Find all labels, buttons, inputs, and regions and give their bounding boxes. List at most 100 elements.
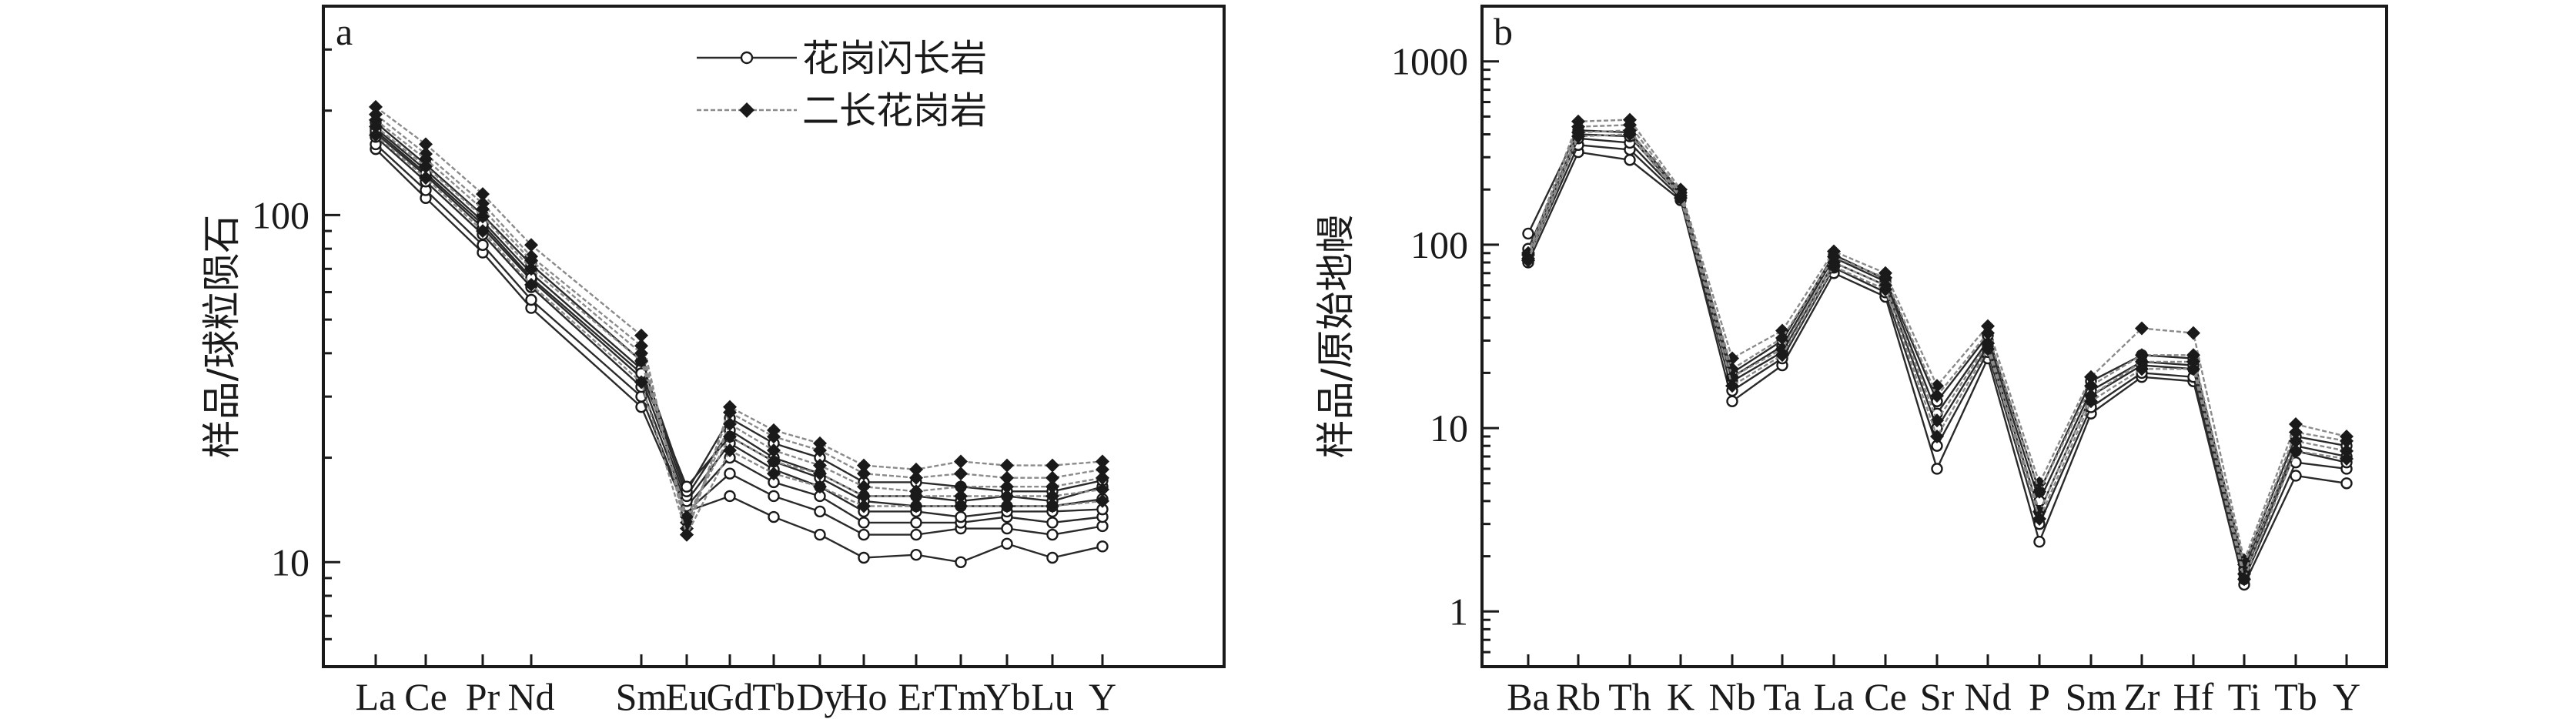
data-point-circle bbox=[910, 549, 922, 561]
data-point-diamond bbox=[1878, 283, 1892, 297]
data-point-circle bbox=[525, 293, 537, 306]
data-point-diamond bbox=[1096, 482, 1109, 497]
data-point-diamond bbox=[1045, 470, 1059, 485]
legend-label-granodiorite: 花岗闪长岩 bbox=[802, 37, 987, 80]
data-point-diamond bbox=[1930, 379, 1944, 393]
y-tick-label: 100 bbox=[252, 193, 309, 236]
data-point-diamond bbox=[476, 187, 490, 202]
series-granodiorite-0 bbox=[1522, 145, 2353, 591]
data-point-diamond bbox=[680, 527, 694, 542]
data-point-diamond bbox=[813, 443, 827, 458]
data-point-diamond bbox=[1096, 454, 1109, 469]
data-point-diamond bbox=[524, 277, 538, 292]
y-tick-label: 10 bbox=[271, 540, 309, 584]
x-tick-label: Tb bbox=[2274, 675, 2317, 718]
data-point-circle bbox=[1726, 395, 1738, 407]
data-point-diamond bbox=[857, 458, 871, 473]
data-point-diamond bbox=[813, 436, 827, 450]
series-monzogranite-10 bbox=[369, 119, 1109, 524]
series-line bbox=[1527, 144, 2347, 583]
data-point-diamond bbox=[419, 152, 433, 166]
data-point-diamond bbox=[909, 499, 923, 513]
data-point-diamond bbox=[767, 454, 781, 469]
data-point-diamond bbox=[909, 462, 923, 477]
data-point-diamond bbox=[2289, 443, 2303, 458]
data-point-circle bbox=[910, 528, 922, 541]
data-point-diamond bbox=[1000, 458, 1014, 473]
data-point-circle bbox=[2033, 536, 2046, 548]
data-point-diamond bbox=[857, 480, 871, 494]
x-tick-label: Ce bbox=[404, 675, 447, 718]
data-point-diamond bbox=[1045, 458, 1059, 473]
data-point-diamond bbox=[2135, 362, 2149, 376]
legend-label-monzogranite: 二长花岗岩 bbox=[802, 89, 987, 132]
series-monzogranite-8 bbox=[369, 107, 1109, 536]
data-point-diamond bbox=[857, 467, 871, 481]
data-point-diamond bbox=[1096, 493, 1109, 508]
x-tick-label: Pr bbox=[466, 675, 500, 718]
data-point-diamond bbox=[954, 467, 968, 481]
data-point-diamond bbox=[1000, 480, 1014, 494]
data-point-diamond bbox=[419, 171, 433, 186]
x-tick-label: Ho bbox=[840, 675, 887, 718]
data-point-circle bbox=[681, 480, 693, 493]
data-point-diamond bbox=[813, 467, 827, 481]
data-point-diamond bbox=[2084, 370, 2098, 384]
x-tick-label: Eu bbox=[665, 675, 708, 718]
data-point-circle bbox=[955, 556, 967, 568]
data-point-diamond bbox=[476, 224, 490, 239]
data-point-circle bbox=[814, 528, 826, 541]
data-point-diamond bbox=[857, 499, 871, 513]
data-point-circle bbox=[768, 510, 780, 523]
series-line bbox=[1527, 129, 2347, 577]
spider-diagram-chart: b 样品/原始地幔 1 10 100 1000 Ba Rb Th K Nb Ta La Ce Sr Nd… bbox=[1313, 5, 2388, 718]
data-point-circle bbox=[1046, 528, 1059, 541]
data-point-diamond bbox=[1045, 480, 1059, 494]
data-point-diamond bbox=[634, 375, 648, 390]
data-point-diamond bbox=[2186, 354, 2200, 369]
series-granodiorite-6 bbox=[370, 125, 1109, 513]
data-point-diamond bbox=[954, 499, 968, 513]
plot-frame bbox=[1480, 5, 2388, 668]
data-point-diamond bbox=[2340, 443, 2354, 458]
data-point-diamond bbox=[2084, 379, 2098, 393]
data-point-circle bbox=[768, 490, 780, 503]
panel-label: b bbox=[1494, 10, 1513, 53]
data-point-diamond bbox=[723, 430, 737, 444]
series-line bbox=[1527, 151, 2347, 588]
data-point-diamond bbox=[723, 405, 737, 420]
data-point-circle bbox=[1001, 522, 1013, 535]
data-point-diamond bbox=[1521, 253, 1535, 268]
data-point-diamond bbox=[767, 430, 781, 444]
series-group bbox=[1521, 112, 2354, 591]
data-point-diamond bbox=[2340, 451, 2354, 466]
y-tick-label: 100 bbox=[1410, 223, 1468, 266]
data-point-circle bbox=[1522, 227, 1534, 240]
data-point-diamond bbox=[1725, 379, 1739, 393]
series-monzogranite-11 bbox=[369, 128, 1109, 542]
panel-label: a bbox=[336, 10, 353, 53]
series-line bbox=[1527, 137, 2347, 577]
data-point-diamond bbox=[909, 489, 923, 503]
data-point-diamond bbox=[1571, 129, 1585, 144]
data-point-diamond bbox=[2340, 433, 2354, 448]
data-point-diamond bbox=[2135, 321, 2149, 336]
series-line bbox=[375, 125, 1103, 520]
x-axis-category-labels: Ba Rb Th K Nb Ta La Ce Sr Nd P Sm Zr Hf Ti Tb Y bbox=[1507, 654, 2360, 718]
data-point-diamond bbox=[2289, 425, 2303, 440]
data-point-diamond bbox=[419, 159, 433, 174]
data-point-diamond bbox=[954, 489, 968, 503]
series-group bbox=[369, 99, 1109, 568]
x-tick-label: Sm bbox=[616, 675, 667, 718]
legend: 花岗闪长岩 二长花岗岩 bbox=[697, 37, 987, 132]
data-point-diamond bbox=[634, 353, 648, 368]
x-tick-label: Nb bbox=[1708, 675, 1755, 718]
series-monzogranite-9 bbox=[369, 112, 1109, 530]
series-granodiorite-5 bbox=[370, 116, 1109, 497]
series-monzogranite-7 bbox=[369, 99, 1109, 542]
data-point-circle bbox=[724, 490, 736, 503]
y-axis-title: 样品/原始地幔 bbox=[1313, 215, 1358, 459]
x-tick-label: La bbox=[1814, 675, 1855, 718]
